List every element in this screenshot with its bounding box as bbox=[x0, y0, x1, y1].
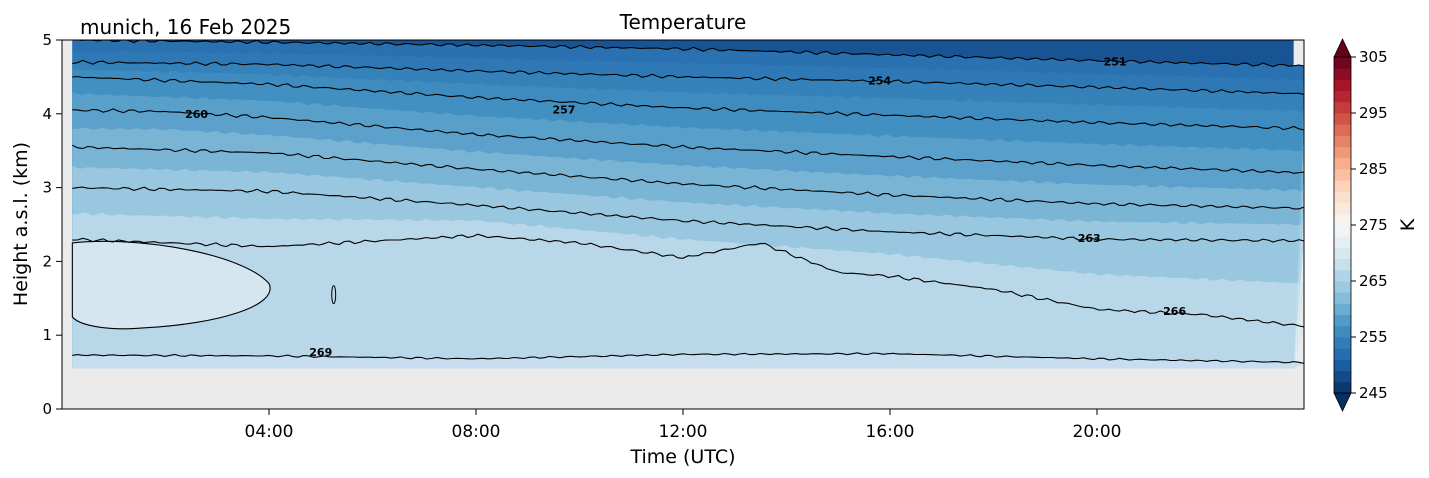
colorbar-step bbox=[1334, 325, 1351, 338]
x-tick-label: 16:00 bbox=[866, 422, 915, 442]
colorbar-tick-label: 305 bbox=[1359, 48, 1388, 66]
contour-label-251: 251 bbox=[1104, 55, 1127, 68]
colorbar-step bbox=[1334, 57, 1351, 69]
y-tick-label: 0 bbox=[42, 400, 52, 418]
colorbar-step bbox=[1334, 79, 1351, 91]
warm-pocket bbox=[72, 241, 271, 329]
y-tick-label: 5 bbox=[42, 31, 52, 49]
temperature-field bbox=[72, 40, 1304, 369]
colorbar-tick-label: 255 bbox=[1359, 328, 1388, 346]
plot-area: 251 254 257 260 263 266 269 bbox=[61, 39, 1305, 410]
contour-label-254: 254 bbox=[868, 75, 891, 88]
colorbar-step bbox=[1334, 348, 1351, 360]
isotherm-251 bbox=[72, 40, 1304, 68]
colorbar-step bbox=[1334, 124, 1351, 136]
colorbar-tick-label: 245 bbox=[1359, 384, 1388, 402]
y-tick-label: 3 bbox=[42, 179, 52, 197]
colorbar-step bbox=[1334, 202, 1351, 215]
colorbar-step bbox=[1334, 303, 1351, 315]
colorbar-step bbox=[1334, 337, 1351, 349]
colorbar-step bbox=[1334, 292, 1351, 304]
y-tick-label: 1 bbox=[42, 326, 52, 344]
x-tick-label: 12:00 bbox=[659, 422, 708, 442]
colorbar-tick-label: 285 bbox=[1359, 160, 1388, 178]
y-axis-label: Height a.s.l. (km) bbox=[10, 142, 32, 306]
colorbar-tick-label: 265 bbox=[1359, 272, 1388, 290]
colorbar-step bbox=[1334, 157, 1351, 170]
y-axis: 0 1 2 3 4 5 bbox=[42, 31, 62, 418]
colorbar-step bbox=[1334, 225, 1351, 237]
colorbar-step bbox=[1334, 90, 1351, 103]
colorbar-step bbox=[1334, 101, 1351, 114]
x-axis-label: Time (UTC) bbox=[629, 446, 735, 468]
colorbar-step bbox=[1334, 269, 1351, 282]
contour-label-257: 257 bbox=[552, 103, 575, 116]
colorbar-tick-label: 275 bbox=[1359, 216, 1388, 234]
isotherm-lines bbox=[71, 40, 1304, 364]
colorbar-step bbox=[1334, 314, 1351, 327]
temperature-band bbox=[72, 352, 1304, 369]
x-axis: 04:00 08:00 12:00 16:00 20:00 bbox=[245, 409, 1122, 442]
isotherm-269-pocket bbox=[71, 240, 271, 330]
colorbar: 245 255 265 275 285 295 305 bbox=[1333, 38, 1388, 412]
isotherm-269 bbox=[72, 233, 1304, 328]
colorbar-step bbox=[1334, 191, 1351, 203]
colorbar-step bbox=[1334, 213, 1351, 226]
x-tick-label: 04:00 bbox=[245, 422, 294, 442]
chart-title: Temperature bbox=[619, 10, 747, 34]
contour-label-263: 263 bbox=[1078, 232, 1101, 245]
contour-label-266: 266 bbox=[1163, 305, 1186, 318]
colorbar-tick-label: 295 bbox=[1359, 104, 1388, 122]
colorbar-step bbox=[1334, 370, 1351, 383]
contour-label-269: 269 bbox=[309, 346, 332, 359]
colorbar-step bbox=[1334, 359, 1351, 371]
temperature-band bbox=[72, 212, 1304, 369]
colorbar-step bbox=[1334, 68, 1351, 80]
chart-subtitle: munich, 16 Feb 2025 bbox=[80, 15, 291, 39]
colorbar-step bbox=[1334, 247, 1351, 259]
colorbar-step bbox=[1334, 135, 1351, 147]
colorbar-step bbox=[1334, 281, 1351, 293]
colorbar-extend-max bbox=[1333, 38, 1352, 58]
isotherm-254 bbox=[72, 59, 1304, 95]
isotherm-269-cell bbox=[331, 285, 337, 305]
isotherm-257 bbox=[72, 75, 1304, 131]
colorbar-step bbox=[1334, 146, 1351, 159]
y-tick-label: 2 bbox=[42, 252, 52, 270]
isotherm-260 bbox=[72, 108, 1304, 174]
colorbar-step bbox=[1334, 236, 1351, 248]
isotherm-266 bbox=[72, 186, 1304, 243]
contour-label-260: 260 bbox=[185, 108, 208, 121]
colorbar-label: K bbox=[1397, 218, 1419, 231]
isotherm-263 bbox=[72, 144, 1304, 210]
contour-labels: 251 254 257 260 263 266 269 bbox=[185, 55, 1186, 359]
colorbar-extend-min bbox=[1333, 392, 1352, 412]
colorbar-step bbox=[1334, 169, 1351, 181]
x-tick-label: 20:00 bbox=[1073, 422, 1122, 442]
colorbar-step bbox=[1334, 113, 1351, 125]
colorbar-step bbox=[1334, 258, 1351, 271]
isotherm-269 bbox=[72, 352, 1304, 364]
colorbar-step bbox=[1334, 180, 1351, 192]
x-tick-label: 08:00 bbox=[452, 422, 501, 442]
colorbar-step bbox=[1334, 381, 1351, 394]
y-tick-label: 4 bbox=[42, 105, 52, 123]
